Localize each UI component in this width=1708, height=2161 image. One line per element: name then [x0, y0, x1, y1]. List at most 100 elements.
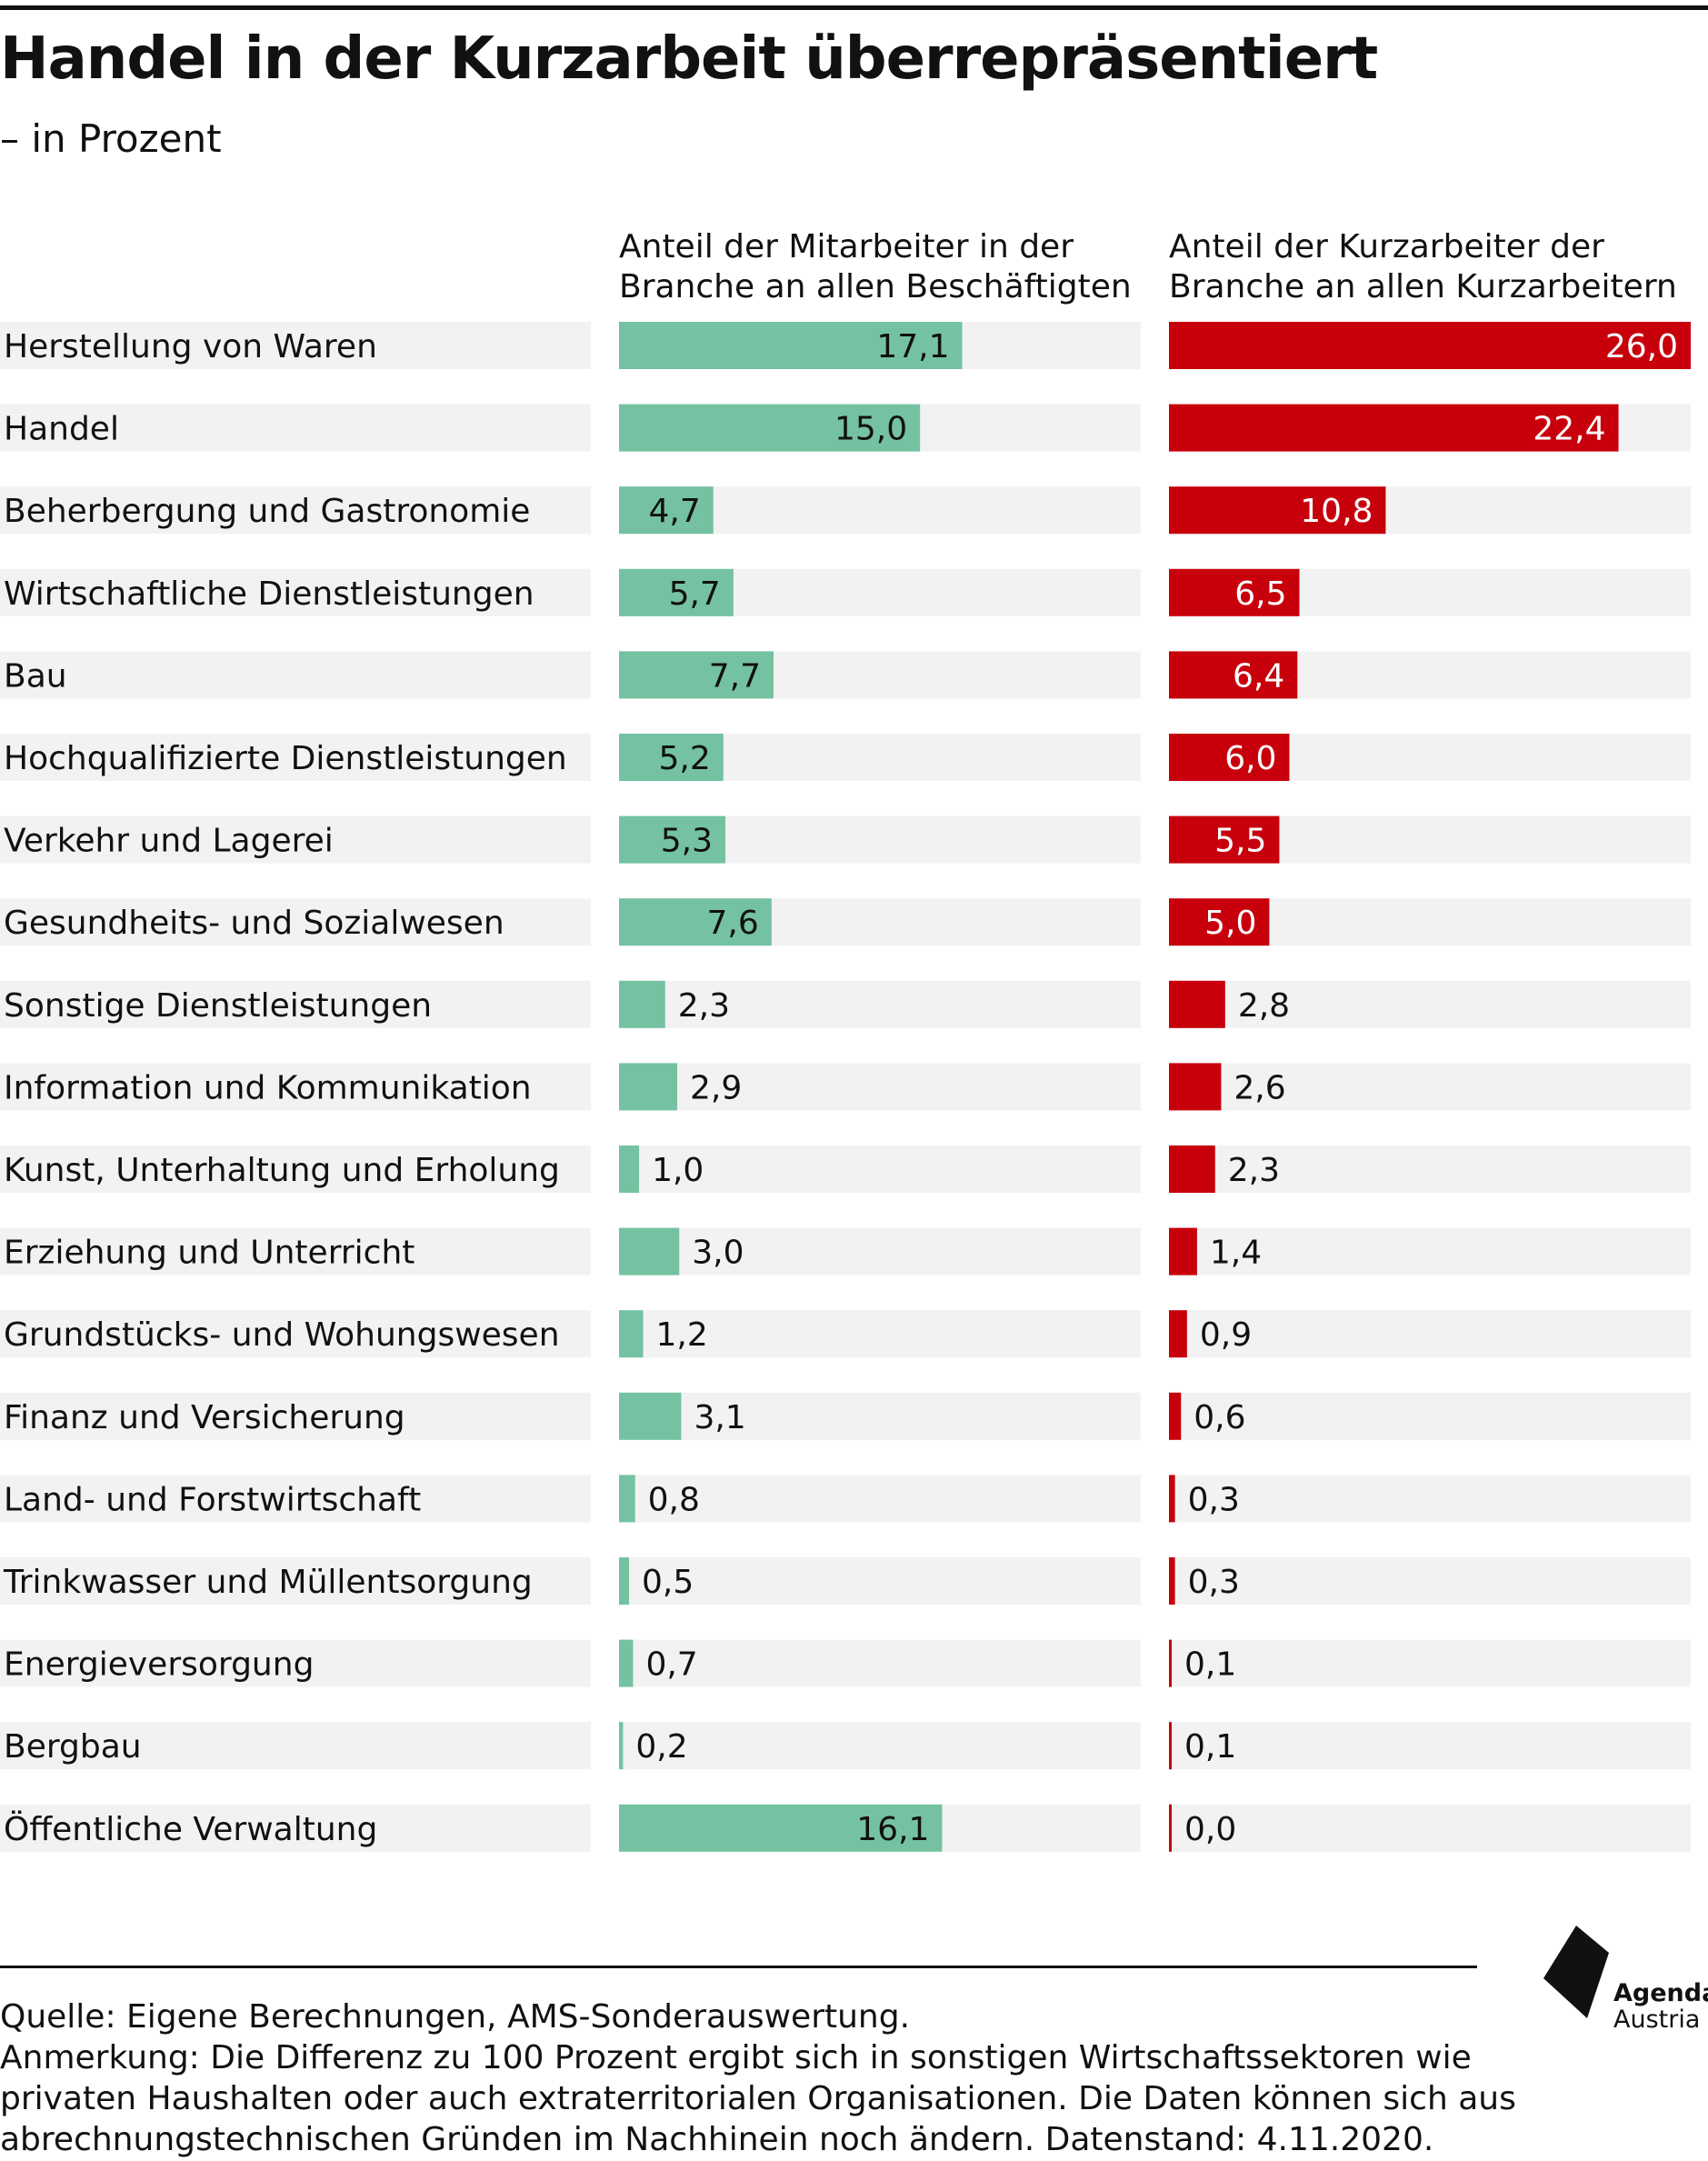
category-label: Trinkwasser und Müllentsorgung — [3, 1564, 533, 1601]
category-track — [0, 1392, 591, 1440]
bar-employees — [619, 1639, 634, 1687]
data-label: 0,8 — [648, 1481, 700, 1518]
column-header-shorttime-line-2: Branche an allen Kurzarbeitern — [1169, 268, 1677, 305]
data-label: 7,7 — [709, 657, 761, 695]
footer: Quelle: Eigene Berechnungen, AMS-Sondera… — [0, 1996, 1516, 2160]
bar-shorttime — [1169, 568, 1300, 616]
column-header-employees-line-2: Branche an allen Beschäftigten — [619, 268, 1132, 305]
logo-line-2: Austria — [1613, 2006, 1701, 2034]
data-label: 0,2 — [635, 1728, 687, 1766]
top-rule — [0, 5, 1708, 10]
data-label: 17,1 — [876, 328, 949, 365]
bar-track — [619, 1063, 1141, 1111]
bar-employees — [619, 1392, 682, 1440]
bar-track — [1169, 1804, 1691, 1852]
category-track — [0, 1722, 591, 1770]
column-header-shorttime-line-1: Anteil der Kurzarbeiter der — [1169, 228, 1604, 265]
category-label: Land- und Forstwirtschaft — [4, 1481, 421, 1518]
bar-employees — [619, 651, 774, 699]
category-track — [0, 1063, 591, 1111]
bar-track — [1169, 1392, 1691, 1440]
category-track — [0, 568, 591, 616]
bar-track — [619, 1227, 1141, 1276]
bar-track — [619, 1557, 1141, 1605]
bar-employees — [619, 1063, 678, 1111]
category-label: Erziehung und Unterricht — [4, 1235, 415, 1272]
data-label: 5,2 — [659, 740, 711, 777]
bar-employees — [619, 1557, 630, 1605]
bar-track — [619, 1475, 1141, 1523]
column-header-employees: Anteil der Mitarbeiter in der Branche an… — [619, 227, 1164, 307]
category-track — [0, 898, 591, 946]
bottom-rule — [0, 1966, 1477, 1968]
bar-shorttime — [1169, 1227, 1197, 1276]
category-label: Finanz und Versicherung — [4, 1399, 405, 1436]
data-label: 2,3 — [678, 987, 730, 1025]
bar-employees — [619, 898, 772, 946]
category-label: Hochqualifizierte Dienstleistungen — [4, 740, 567, 777]
category-label: Bau — [4, 657, 67, 695]
bar-track — [1169, 1722, 1691, 1770]
data-label: 22,4 — [1533, 411, 1605, 448]
category-track — [0, 1475, 591, 1523]
bar-shorttime — [1169, 322, 1691, 369]
category-label: Wirtschaftliche Dienstleistungen — [4, 575, 534, 613]
logo-line-1: Agenda — [1613, 1979, 1708, 2007]
bar-track — [1169, 1475, 1691, 1523]
bar-track — [619, 1392, 1141, 1440]
category-track — [0, 1146, 591, 1193]
bar-employees — [619, 1804, 943, 1852]
data-label: 6,4 — [1233, 657, 1284, 695]
bar-shorttime — [1169, 1475, 1175, 1523]
remark-line-2: privaten Haushalten oder auch extraterri… — [0, 2080, 1516, 2117]
bar-employees — [619, 404, 921, 452]
bar-track — [619, 1310, 1141, 1358]
category-label: Herstellung von Waren — [4, 328, 377, 365]
data-label: 1,2 — [655, 1316, 707, 1354]
bar-shorttime — [1169, 898, 1270, 946]
source-note: Quelle: Eigene Berechnungen, AMS-Sondera… — [0, 1998, 911, 2036]
category-track — [0, 1639, 591, 1687]
category-track — [0, 734, 591, 781]
data-label: 3,1 — [694, 1399, 745, 1436]
data-label: 0,5 — [642, 1564, 694, 1601]
data-label: 1,0 — [652, 1152, 704, 1189]
bar-track — [1169, 1146, 1691, 1193]
bar-shorttime — [1169, 815, 1280, 864]
chart-title: Handel in der Kurzarbeit überrepräsentie… — [0, 25, 1378, 93]
bar-track — [1169, 1639, 1691, 1687]
category-track — [0, 651, 591, 699]
category-track — [0, 1310, 591, 1358]
data-label: 10,8 — [1300, 493, 1373, 530]
bar-track — [619, 1722, 1141, 1770]
bar-employees — [619, 1722, 624, 1770]
category-label: Information und Kommunikation — [4, 1069, 532, 1106]
category-label: Beherbergung und Gastronomie — [4, 493, 530, 530]
data-label: 7,6 — [707, 905, 759, 942]
bar-employees — [619, 322, 963, 369]
category-track — [0, 404, 591, 452]
bar-shorttime — [1169, 1392, 1182, 1440]
data-label: 2,3 — [1228, 1152, 1280, 1189]
category-track — [0, 980, 591, 1028]
bar-shorttime — [1169, 980, 1225, 1028]
column-header-employees-line-1: Anteil der Mitarbeiter in der — [619, 228, 1074, 265]
bar-employees — [619, 1227, 680, 1276]
category-label: Bergbau — [4, 1728, 142, 1766]
data-label: 3,0 — [692, 1235, 744, 1272]
category-label: Handel — [4, 411, 119, 448]
bar-shorttime — [1169, 734, 1290, 781]
bar-track — [1169, 1557, 1691, 1605]
bar-employees — [619, 1310, 644, 1358]
bar-shorttime — [1169, 1804, 1172, 1852]
bar-employees — [619, 980, 665, 1028]
category-track — [0, 1804, 591, 1852]
data-label: 0,0 — [1184, 1811, 1236, 1848]
category-track — [0, 815, 591, 864]
bar-shorttime — [1169, 486, 1386, 535]
data-label: 0,3 — [1188, 1564, 1240, 1601]
category-label: Energieversorgung — [4, 1646, 314, 1684]
data-label: 2,6 — [1234, 1069, 1285, 1106]
data-label: 6,0 — [1224, 740, 1276, 777]
bar-shorttime — [1169, 1639, 1172, 1687]
